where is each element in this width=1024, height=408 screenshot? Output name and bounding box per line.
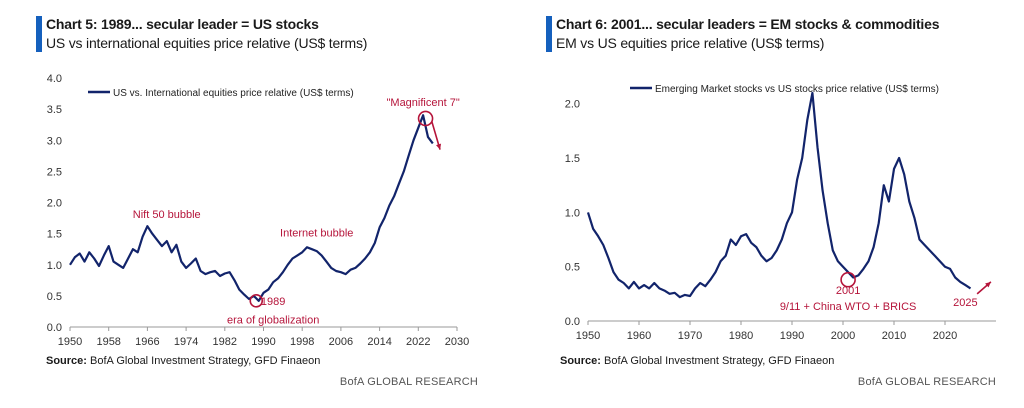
annotation-label: era of globalization	[227, 314, 319, 326]
brand-label: BofA GLOBAL RESEARCH	[339, 376, 478, 388]
annotation-arrowhead	[985, 281, 991, 288]
x-tick-label: 2000	[831, 330, 855, 342]
y-tick-label: 2.0	[565, 99, 580, 111]
y-tick-label: 0.5	[565, 262, 580, 274]
chart-svg-em-vs-us: 0.0 0.5 1.0 1.5 2.0 1950 1960 1970 1980 1990 2000 2…	[565, 84, 996, 342]
source-line: Source: BofA Global Investment Strategy,…	[46, 355, 320, 367]
x-tick-label: 1950	[58, 336, 82, 348]
x-tick-label: 2020	[933, 330, 957, 342]
annotation-label: 2025	[953, 297, 977, 309]
y-tick-label: 0.5	[47, 291, 62, 303]
brand-label: BofA GLOBAL RESEARCH	[857, 376, 996, 388]
y-tick-label: 0.0	[47, 322, 62, 334]
x-tick-label: 2010	[882, 330, 906, 342]
y-tick-label: 4.0	[47, 73, 62, 85]
y-tick-label: 1.0	[47, 260, 62, 272]
x-tick-label: 2006	[329, 336, 353, 348]
chart-subtitle: US vs international equities price relat…	[46, 35, 368, 51]
source-text: BofA Global Investment Strategy, GFD Fin…	[604, 355, 835, 367]
annotation-circle	[840, 271, 856, 288]
y-tick-label: 2.0	[47, 198, 62, 210]
chart-panel-right: Chart 6: 2001... secular leaders = EM st…	[512, 0, 1024, 408]
source-label: Source:	[560, 355, 601, 367]
y-tick-label: 1.5	[47, 229, 62, 241]
accent-bar	[36, 16, 42, 52]
source-text: BofA Global Investment Strategy, GFD Fin…	[90, 355, 321, 367]
x-tick-label: 2014	[367, 336, 391, 348]
annotation-arrowhead	[436, 143, 442, 150]
annotation-label: 2001	[836, 285, 860, 297]
chart-subtitle: EM vs US equities price relative (US$ te…	[556, 35, 825, 51]
series-line	[69, 114, 434, 302]
accent-bar	[546, 16, 552, 52]
x-tick-label: 1998	[290, 336, 314, 348]
y-tick-label: 3.0	[47, 135, 62, 147]
x-tick-label: 1982	[213, 336, 237, 348]
x-tick-label: 2030	[445, 336, 469, 348]
annotation-circle	[249, 294, 264, 308]
x-tick-label: 1970	[678, 330, 702, 342]
x-tick-label: 2022	[406, 336, 430, 348]
annotation-label: 1989	[261, 296, 285, 308]
y-tick-label: 3.5	[47, 104, 62, 116]
x-tick-label: 1990	[780, 330, 804, 342]
chart-panel-left: Chart 5: 1989... secular leader = US sto…	[36, 16, 478, 388]
x-tick-label: 1950	[576, 330, 600, 342]
annotation-label: "Magnificent 7"	[387, 97, 460, 109]
source-label: Source:	[46, 355, 87, 367]
chart-title: Chart 5: 1989... secular leader = US sto…	[46, 16, 319, 32]
chart-svg-us-vs-intl: 0.0 0.5 1.0 1.5 2.0 2.5 3.0 3.5 4.0 1950 1958 1966 1…	[47, 73, 470, 348]
y-tick-label: 1.5	[565, 153, 580, 165]
source-line: Source: BofA Global Investment Strategy,…	[560, 355, 834, 367]
x-tick-label: 1958	[96, 336, 120, 348]
x-tick-label: 1990	[251, 336, 275, 348]
x-tick-label: 1966	[135, 336, 159, 348]
series-line	[586, 91, 972, 299]
y-tick-label: 0.0	[565, 316, 580, 328]
y-tick-label: 2.5	[47, 166, 62, 178]
legend-label: US vs. International equities price rela…	[113, 88, 354, 99]
x-tick-label: 1980	[729, 330, 753, 342]
annotation-label: Nift 50 bubble	[133, 209, 201, 221]
annotation-circle	[417, 110, 434, 127]
x-tick-label: 1974	[174, 336, 198, 348]
annotation-label: Internet bubble	[280, 228, 353, 240]
legend-label: Emerging Market stocks vs US stocks pric…	[655, 84, 939, 95]
chart-title: Chart 6: 2001... secular leaders = EM st…	[556, 16, 940, 32]
annotation-label: 9/11 + China WTO + BRICS	[780, 301, 917, 313]
x-tick-label: 1960	[627, 330, 651, 342]
y-tick-label: 1.0	[565, 207, 580, 219]
